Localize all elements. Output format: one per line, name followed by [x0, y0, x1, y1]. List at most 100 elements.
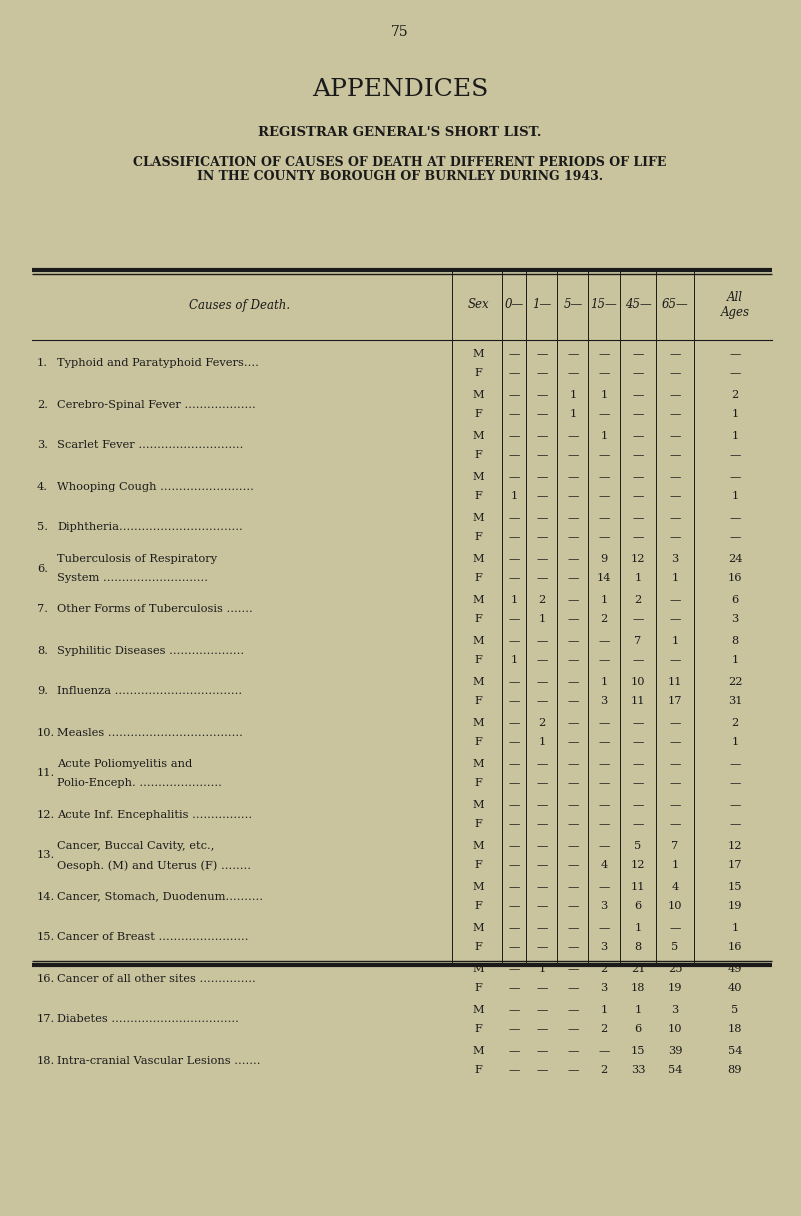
Text: 16: 16	[728, 573, 743, 584]
Text: —: —	[632, 491, 644, 501]
Text: —: —	[632, 655, 644, 665]
Text: —: —	[567, 923, 578, 933]
Text: M: M	[472, 759, 484, 769]
Text: 15: 15	[728, 882, 743, 891]
Text: 65—: 65—	[662, 298, 688, 311]
Text: —: —	[567, 901, 578, 911]
Text: —: —	[632, 800, 644, 810]
Text: —: —	[567, 1046, 578, 1055]
Text: 2: 2	[538, 595, 545, 604]
Text: —: —	[632, 820, 644, 829]
Text: —: —	[670, 923, 681, 933]
Text: —: —	[670, 368, 681, 378]
Text: —: —	[567, 368, 578, 378]
Text: 1: 1	[731, 430, 739, 440]
Text: —: —	[537, 901, 548, 911]
Text: M: M	[472, 513, 484, 523]
Text: —: —	[537, 430, 548, 440]
Text: 14: 14	[597, 573, 611, 584]
Text: 15—: 15—	[590, 298, 618, 311]
Text: —: —	[537, 759, 548, 769]
Text: —: —	[567, 655, 578, 665]
Text: 3: 3	[731, 614, 739, 624]
Text: —: —	[730, 450, 741, 460]
Text: —: —	[567, 717, 578, 727]
Text: —: —	[537, 882, 548, 891]
Text: —: —	[537, 697, 548, 706]
Text: 2: 2	[601, 964, 608, 974]
Text: —: —	[567, 573, 578, 584]
Text: 12: 12	[728, 840, 743, 851]
Text: 40: 40	[728, 984, 743, 993]
Text: 5: 5	[671, 942, 678, 952]
Text: —: —	[537, 860, 548, 871]
Text: —: —	[537, 984, 548, 993]
Text: —: —	[567, 533, 578, 542]
Text: —: —	[509, 697, 520, 706]
Text: 3.: 3.	[37, 440, 48, 450]
Text: 11: 11	[668, 677, 682, 687]
Text: —: —	[509, 513, 520, 523]
Text: —: —	[670, 410, 681, 420]
Text: Diabetes ..................................: Diabetes ...............................…	[57, 1014, 239, 1025]
Text: 1: 1	[570, 390, 577, 400]
Text: 5—: 5—	[563, 298, 582, 311]
Text: 10: 10	[630, 677, 646, 687]
Text: —: —	[598, 882, 610, 891]
Text: 14.: 14.	[37, 891, 55, 901]
Text: —: —	[537, 450, 548, 460]
Text: 1: 1	[601, 1004, 608, 1014]
Text: —: —	[632, 430, 644, 440]
Text: —: —	[537, 636, 548, 646]
Text: 1: 1	[731, 410, 739, 420]
Text: —: —	[537, 1024, 548, 1035]
Text: M: M	[472, 800, 484, 810]
Text: —: —	[509, 349, 520, 359]
Text: —: —	[632, 737, 644, 748]
Text: 6: 6	[634, 901, 642, 911]
Text: Sex: Sex	[467, 298, 489, 311]
Text: —: —	[670, 430, 681, 440]
Text: —: —	[670, 759, 681, 769]
Text: —: —	[509, 860, 520, 871]
Text: F: F	[474, 1024, 482, 1035]
Text: —: —	[537, 942, 548, 952]
Text: —: —	[730, 349, 741, 359]
Text: —: —	[670, 472, 681, 482]
Text: M: M	[472, 840, 484, 851]
Text: —: —	[537, 820, 548, 829]
Text: —: —	[730, 800, 741, 810]
Text: —: —	[632, 410, 644, 420]
Text: —: —	[632, 759, 644, 769]
Text: —: —	[567, 800, 578, 810]
Text: —: —	[598, 800, 610, 810]
Text: —: —	[567, 882, 578, 891]
Text: —: —	[509, 840, 520, 851]
Text: 1: 1	[634, 1004, 642, 1014]
Text: —: —	[730, 513, 741, 523]
Text: 10.: 10.	[37, 727, 55, 737]
Text: —: —	[509, 636, 520, 646]
Text: —: —	[567, 759, 578, 769]
Text: F: F	[474, 573, 482, 584]
Text: —: —	[567, 984, 578, 993]
Text: 17: 17	[668, 697, 682, 706]
Text: —: —	[598, 368, 610, 378]
Text: 2: 2	[731, 717, 739, 727]
Text: F: F	[474, 450, 482, 460]
Text: —: —	[537, 533, 548, 542]
Text: —: —	[598, 759, 610, 769]
Text: 1: 1	[731, 923, 739, 933]
Text: 9: 9	[601, 553, 608, 564]
Text: F: F	[474, 697, 482, 706]
Text: —: —	[598, 923, 610, 933]
Text: Cancer, Stomach, Duodenum..........: Cancer, Stomach, Duodenum..........	[57, 891, 263, 901]
Text: —: —	[537, 840, 548, 851]
Text: Cancer, Buccal Cavity, etc.,: Cancer, Buccal Cavity, etc.,	[57, 840, 215, 851]
Text: —: —	[509, 450, 520, 460]
Text: —: —	[567, 942, 578, 952]
Text: —: —	[632, 778, 644, 788]
Text: —: —	[670, 533, 681, 542]
Text: 1: 1	[538, 614, 545, 624]
Text: Diphtheria.................................: Diphtheria..............................…	[57, 523, 243, 533]
